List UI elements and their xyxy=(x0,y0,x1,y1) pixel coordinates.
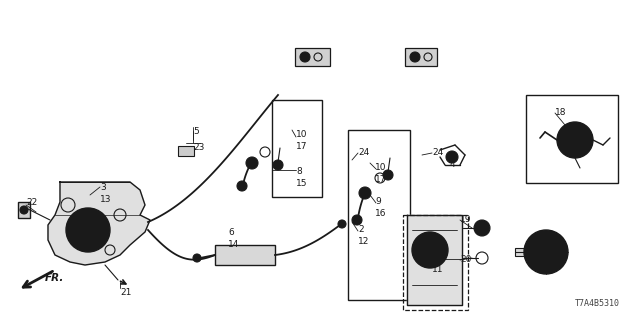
Text: 24: 24 xyxy=(358,148,369,157)
Bar xyxy=(515,248,527,256)
Text: 10: 10 xyxy=(375,163,387,172)
Circle shape xyxy=(82,224,94,236)
Text: 10: 10 xyxy=(296,130,307,139)
Circle shape xyxy=(524,230,568,274)
Text: 23: 23 xyxy=(193,143,204,152)
Circle shape xyxy=(557,122,593,158)
Text: 2: 2 xyxy=(358,225,364,234)
Text: 17: 17 xyxy=(375,175,387,184)
Text: 12: 12 xyxy=(358,237,369,246)
Polygon shape xyxy=(407,215,462,305)
Circle shape xyxy=(412,232,448,268)
Text: 3: 3 xyxy=(100,183,106,192)
Text: 9: 9 xyxy=(375,197,381,206)
Circle shape xyxy=(237,181,247,191)
Circle shape xyxy=(66,208,110,252)
Text: 17: 17 xyxy=(296,142,307,151)
Text: 14: 14 xyxy=(228,240,239,249)
Text: 19: 19 xyxy=(460,215,472,224)
Text: 5: 5 xyxy=(193,127,199,136)
Text: FR.: FR. xyxy=(45,273,65,283)
Circle shape xyxy=(20,206,28,214)
Circle shape xyxy=(446,151,458,163)
Circle shape xyxy=(540,246,552,258)
Text: 13: 13 xyxy=(100,195,111,204)
Text: 1: 1 xyxy=(432,253,438,262)
Circle shape xyxy=(273,160,283,170)
Bar xyxy=(348,130,410,300)
Bar xyxy=(526,95,618,183)
Circle shape xyxy=(426,246,434,254)
Text: 24: 24 xyxy=(432,148,444,157)
Text: 6: 6 xyxy=(228,228,234,237)
Circle shape xyxy=(410,52,420,62)
Circle shape xyxy=(571,136,579,144)
Circle shape xyxy=(246,157,258,169)
Bar xyxy=(272,100,322,197)
Text: 8: 8 xyxy=(296,167,301,176)
Circle shape xyxy=(474,220,490,236)
Text: T7A4B5310: T7A4B5310 xyxy=(575,299,620,308)
Text: 11: 11 xyxy=(432,265,444,274)
Circle shape xyxy=(300,52,310,62)
Circle shape xyxy=(383,170,393,180)
Bar xyxy=(403,215,468,310)
Text: 18: 18 xyxy=(555,108,566,117)
Text: 16: 16 xyxy=(375,209,387,218)
Bar xyxy=(215,245,275,265)
Circle shape xyxy=(565,130,585,150)
Circle shape xyxy=(533,239,559,265)
Circle shape xyxy=(193,254,201,262)
Bar xyxy=(295,48,330,66)
Text: 20: 20 xyxy=(460,255,472,264)
Polygon shape xyxy=(48,182,150,265)
Circle shape xyxy=(352,215,362,225)
Text: 22: 22 xyxy=(26,198,37,207)
Text: 7: 7 xyxy=(528,248,534,257)
Bar xyxy=(18,202,30,218)
Text: 15: 15 xyxy=(296,179,307,188)
Circle shape xyxy=(359,187,371,199)
Circle shape xyxy=(338,220,346,228)
Bar xyxy=(178,146,194,156)
Text: 4: 4 xyxy=(450,160,456,169)
Bar xyxy=(405,48,437,66)
Text: 21: 21 xyxy=(120,288,131,297)
